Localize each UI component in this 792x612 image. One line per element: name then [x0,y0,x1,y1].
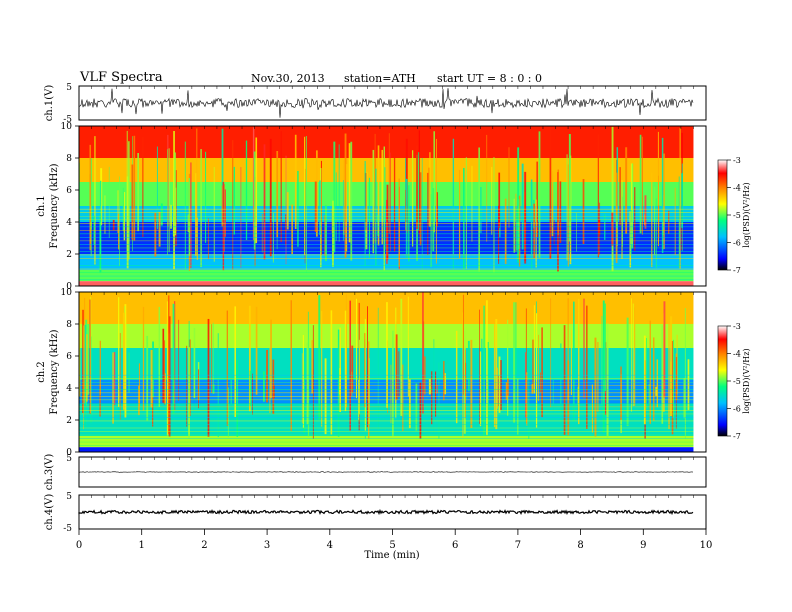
date-label: Nov.30, 2013 [251,72,325,85]
freq-tick-label: 2 [66,416,72,426]
x-tick-label: 7 [515,540,521,551]
ch1-spectrogram-image [79,126,706,286]
spectrogram-band-0 [79,126,694,158]
ch1-colorbar-label: log(PSD)(V²/Hz) [742,182,751,247]
x-axis-ticks: 0 1 2 3 4 5 6 7 8 9 10 [76,86,713,551]
spectrogram-band-4 [79,404,694,436]
freq-tick-label: 4 [66,384,72,394]
spectrogram-band-7 [79,281,694,286]
ch4-waveform-trace [78,508,694,516]
freq-tick-label: 10 [61,122,73,132]
ch1-spectrogram-yticks: 0 2 4 6 8 10 [61,122,79,292]
start-time-label: start UT = 8 : 0 : 0 [437,72,543,85]
ch2-colorbar [717,325,728,437]
freq-tick-label: 6 [66,186,72,196]
colorbar-tick-label: -4 [733,350,741,359]
colorbar-tick-label: -3 [733,156,741,165]
x-tick-label: 5 [389,540,395,551]
ch1-waveform-panel: 5 -5 ch.1(V) [44,83,707,125]
x-tick-label: 2 [201,540,207,551]
x-tick-label: 6 [452,540,458,551]
colorbar-tick-label: -6 [733,405,741,414]
ch3-waveform-trace [78,471,694,473]
figure-title: VLF Spectra [80,70,163,85]
colorbar-tick-label: -7 [733,432,741,441]
station-label: station=ATH [344,72,416,85]
ch4-waveform-ylabel: ch.4(V) [44,494,55,531]
ch4-ytick-neg5: -5 [63,524,72,534]
ch1-spectrogram-ylabel-frequency: Frequency (kHz) [49,163,60,248]
freq-tick-label: 8 [66,154,72,164]
colorbar-tick-label: -5 [733,211,741,220]
x-tick-label: 8 [577,540,583,551]
ch1-colorbar-ticks: -3 -4 -5 -6 -7 [727,156,741,275]
ch3-ytick-5: 5 [66,454,72,464]
freq-tick-label: 6 [66,352,72,362]
ch1-waveform-trace [78,88,694,118]
spectrogram-band-1 [79,158,694,182]
colorbar-tick-label: -6 [733,239,741,248]
x-tick-label: 9 [640,540,646,551]
ch3-waveform-panel: 5 ch.3(V) [44,454,707,491]
waveform-line [78,88,694,118]
x-tick-label: 0 [76,540,82,551]
ch1-colorbar [717,159,728,271]
x-axis-label: Time (min) [364,550,419,561]
freq-tick-label: 8 [66,320,72,330]
freq-tick-label: 0 [66,448,72,458]
spectrogram-band-6 [79,447,694,452]
colorbar-tick-label: -5 [733,377,741,386]
x-tick-label: 10 [700,540,713,551]
waveform-line [78,471,694,473]
ch4-waveform-panel: 5 -5 ch.4(V) [44,492,707,534]
ch2-spectrogram-yticks: 0 2 4 6 8 10 [61,288,79,458]
ch2-spectrogram-ylabel-channel: ch.2 [36,361,47,383]
ch2-colorbar-ticks: -3 -4 -5 -6 -7 [727,322,741,441]
ch1-waveform-ylabel: ch.1(V) [44,85,55,122]
ch1-ytick-5: 5 [66,83,72,93]
x-tick-label: 1 [139,540,145,551]
ch2-spectrogram-image [79,292,706,452]
ch4-ytick-5: 5 [66,492,72,502]
ch2-colorbar-label: log(PSD)(V²/Hz) [742,348,751,413]
ch3-waveform-ylabel: ch.3(V) [44,454,55,491]
ch1-spectrogram-ylabel-channel: ch.1 [36,195,47,217]
spectrogram-band-6 [79,270,694,282]
freq-tick-label: 0 [66,282,72,292]
freq-tick-label: 10 [61,288,73,298]
colorbar-tick-label: -3 [733,322,741,331]
freq-tick-label: 4 [66,218,72,228]
ch2-spectrogram-ylabel-frequency: Frequency (kHz) [49,329,60,414]
x-tick-label: 4 [327,540,333,551]
colorbar-tick-label: -4 [733,184,741,193]
waveform-line [78,508,694,516]
spectrogram-band-5 [79,436,694,448]
ch1-ytick-neg5: -5 [63,115,72,125]
x-tick-label: 3 [264,540,270,551]
freq-tick-label: 2 [66,250,72,260]
colorbar-tick-label: -7 [733,266,741,275]
